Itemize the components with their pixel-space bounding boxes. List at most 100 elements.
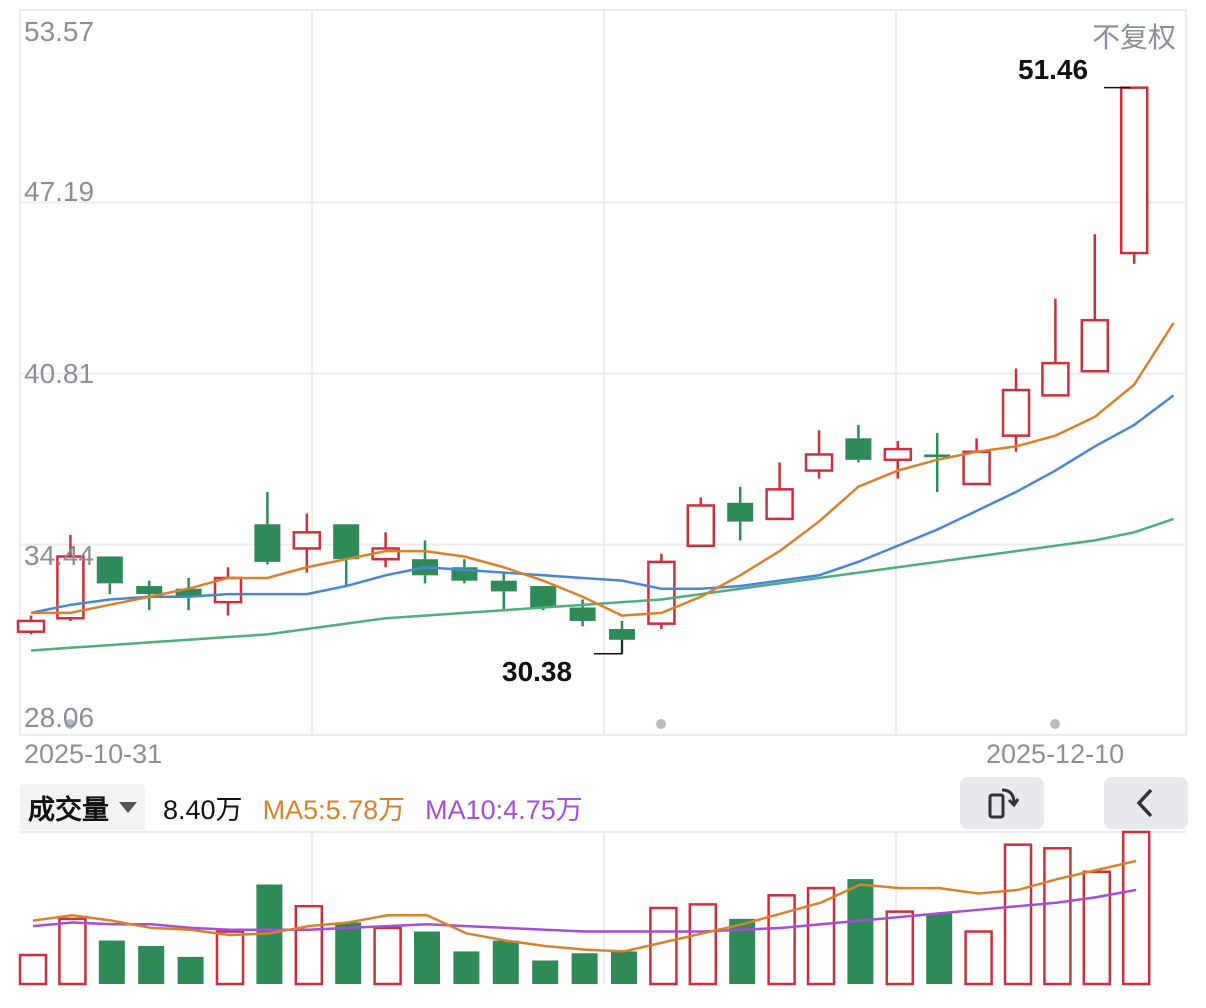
candle-body-down (96, 556, 123, 584)
price-ma-slow-line (30, 517, 1175, 652)
volume-bar-down (453, 951, 480, 984)
candle-body-up (56, 555, 85, 620)
candle (686, 497, 716, 548)
volume-bar-up (215, 930, 245, 986)
volume-indicator-bar: 成交量 8.40万 MA5:5.78万 MA10:4.75万 (20, 784, 583, 830)
candle-body-down (175, 588, 202, 597)
scroll-dot (656, 719, 666, 729)
volume-bar-down (492, 940, 519, 984)
candle (647, 553, 676, 629)
indicator-selector-label: 成交量 (28, 794, 109, 825)
moving-average-lines (30, 322, 1175, 652)
volume-bar-down (335, 922, 362, 984)
candle (765, 462, 794, 521)
candle-body-up (213, 576, 243, 604)
volume-bar-up (1003, 843, 1033, 986)
candle (1041, 298, 1070, 397)
candle-body-up (1001, 388, 1031, 437)
candle-body-up (16, 619, 46, 633)
low-price-annotation: 30.38 (502, 656, 573, 687)
candle-body-down (333, 524, 360, 560)
price-grid (19, 9, 1187, 736)
candle (962, 438, 991, 486)
chevron-left-icon (1136, 788, 1153, 818)
candle-body-down (609, 628, 635, 640)
price-ma-fast-line (31, 322, 1175, 617)
volume-bar-up (767, 894, 796, 986)
indicator-selector[interactable]: 成交量 (20, 784, 145, 830)
volume-ma-lines (32, 859, 1137, 953)
candle-body-down (569, 607, 596, 621)
candle-body-down (490, 580, 517, 592)
volume-ma-slow-line (32, 888, 1137, 933)
candle-body-up (962, 450, 991, 486)
candle (371, 532, 400, 568)
volume-bar-up (1082, 870, 1112, 986)
candle-body-down (254, 524, 281, 562)
candle-body-up (1080, 318, 1110, 373)
candle-body-down (136, 586, 163, 595)
candle (924, 432, 951, 493)
volume-bar-up (649, 906, 678, 986)
volume-bar-up (294, 904, 324, 986)
volume-bar-down (926, 913, 953, 984)
volume-bar-down (177, 956, 204, 984)
candles (16, 86, 1149, 654)
candle (213, 567, 243, 616)
candle-body-down (924, 454, 951, 458)
volume-bar-up (1043, 847, 1072, 986)
x-end-date: 2025-12-10 (986, 739, 1125, 769)
candle-body-up (1119, 86, 1149, 255)
low-leader-line (594, 639, 623, 655)
candle-body-up (883, 447, 913, 462)
volume-bar-up (688, 903, 718, 986)
candle (1001, 368, 1031, 452)
candle (175, 577, 202, 611)
rotate-icon (988, 788, 1020, 819)
candle-body-up (765, 488, 794, 521)
candle (1080, 234, 1110, 373)
volume-value: 8.40万 (163, 794, 243, 825)
volume-bar-up (58, 917, 87, 986)
volume-ma10-value: MA10:4.75万 (425, 794, 583, 825)
y-tick-label: 40.81 (24, 358, 95, 389)
candle (490, 572, 517, 611)
candle (1119, 86, 1149, 264)
volume-bar-down (98, 940, 125, 984)
candle-body-down (530, 586, 557, 608)
y-tick-label: 34.44 (24, 540, 95, 571)
volume-bars (18, 830, 1151, 986)
volume-bar-down (847, 879, 874, 984)
price-adjustment-label[interactable]: 不复权 (1091, 21, 1176, 54)
volume-bar-up (1121, 830, 1151, 986)
volume-bar-up (964, 930, 993, 986)
candle (883, 441, 913, 479)
candle (96, 556, 123, 595)
markers (65, 86, 1131, 729)
candle (727, 486, 754, 541)
candle-body-up (804, 453, 834, 472)
candle-body-up (292, 531, 322, 550)
dropdown-caret-icon (119, 801, 137, 813)
volume-bar-down (611, 951, 637, 984)
y-tick-label: 47.19 (24, 176, 95, 207)
collapse-button[interactable] (1104, 777, 1188, 829)
volume-bar-down (571, 953, 598, 984)
scroll-dot (1050, 719, 1060, 729)
high-price-annotation: 51.46 (1018, 54, 1089, 85)
volume-ma5-value: MA5:5.78万 (262, 794, 406, 825)
candle (569, 599, 596, 627)
y-tick-label: 53.57 (24, 16, 95, 47)
candle (292, 513, 322, 573)
candle (16, 615, 46, 635)
rotate-button[interactable] (960, 777, 1044, 829)
price-ma-mid-line (30, 394, 1175, 615)
candle-body-down (845, 438, 872, 460)
candle-body-up (1041, 361, 1070, 397)
volume-bar-down (138, 946, 165, 984)
candle (333, 524, 360, 587)
candle (412, 540, 438, 584)
volume-bar-up (18, 953, 48, 986)
x-start-date: 2025-10-31 (24, 739, 163, 769)
